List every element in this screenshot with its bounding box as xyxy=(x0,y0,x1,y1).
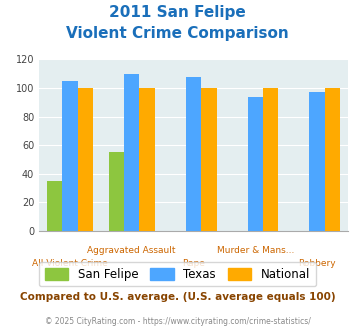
Bar xyxy=(78,88,93,231)
Text: Aggravated Assault: Aggravated Assault xyxy=(87,246,176,255)
Bar xyxy=(263,88,278,231)
Text: Violent Crime Comparison: Violent Crime Comparison xyxy=(66,26,289,41)
Bar xyxy=(140,88,155,231)
Text: © 2025 CityRating.com - https://www.cityrating.com/crime-statistics/: © 2025 CityRating.com - https://www.city… xyxy=(45,317,310,326)
Text: All Violent Crime: All Violent Crime xyxy=(32,259,108,268)
Bar xyxy=(325,88,340,231)
Bar xyxy=(109,152,124,231)
Bar xyxy=(124,74,140,231)
Bar xyxy=(247,97,263,231)
Text: Murder & Mans...: Murder & Mans... xyxy=(217,246,294,255)
Text: 2011 San Felipe: 2011 San Felipe xyxy=(109,5,246,20)
Bar xyxy=(309,92,325,231)
Text: Rape: Rape xyxy=(182,259,205,268)
Bar xyxy=(62,81,78,231)
Text: Robbery: Robbery xyxy=(298,259,336,268)
Text: Compared to U.S. average. (U.S. average equals 100): Compared to U.S. average. (U.S. average … xyxy=(20,292,335,302)
Bar xyxy=(201,88,217,231)
Bar xyxy=(47,181,62,231)
Legend: San Felipe, Texas, National: San Felipe, Texas, National xyxy=(39,262,316,286)
Bar xyxy=(186,77,201,231)
